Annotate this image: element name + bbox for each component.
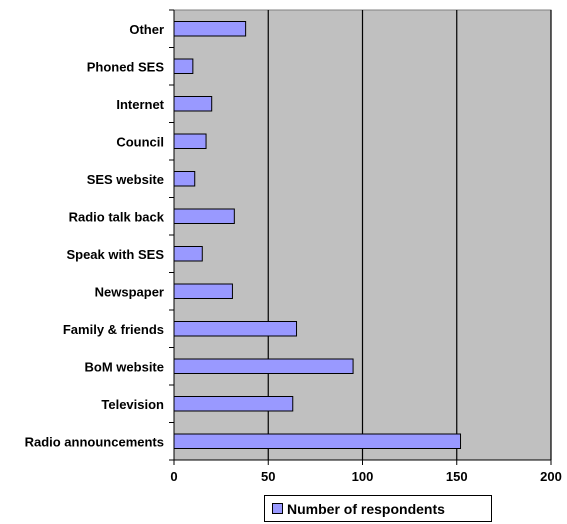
category-labels: Other Phoned SES Internet Council SES websit…	[25, 22, 165, 450]
category-label: Television	[101, 397, 164, 412]
category-label: Radio talk back	[69, 209, 165, 224]
x-tick-label: 0	[170, 469, 177, 484]
category-label: Radio announcements	[25, 434, 164, 449]
bar	[173, 21, 247, 37]
category-label: Speak with SES	[66, 247, 164, 262]
bars-group	[173, 21, 462, 449]
bar	[173, 208, 235, 224]
bar	[173, 246, 203, 262]
category-label: BoM website	[85, 359, 164, 374]
category-label: Family & friends	[63, 322, 164, 337]
bar	[173, 321, 298, 337]
bar	[173, 433, 462, 449]
bar	[173, 133, 207, 149]
x-tick-labels: 0 50 100 150 200	[170, 469, 561, 484]
bar	[173, 396, 294, 412]
category-label: Council	[116, 134, 164, 149]
bar	[173, 96, 213, 112]
legend-label: Number of respondents	[287, 500, 445, 517]
category-label: Other	[129, 22, 164, 37]
legend: Number of respondents	[264, 495, 492, 522]
bar	[173, 58, 194, 74]
category-label: Phoned SES	[87, 59, 165, 74]
category-label: SES website	[87, 172, 164, 187]
category-label: Internet	[116, 97, 164, 112]
gridlines	[267, 10, 552, 460]
legend-swatch	[272, 503, 283, 514]
axes-group	[169, 9, 552, 465]
x-tick-label: 200	[540, 469, 562, 484]
x-tick-label: 50	[261, 469, 275, 484]
bar	[173, 171, 196, 187]
bar	[173, 283, 233, 299]
category-label: Newspaper	[95, 284, 164, 299]
x-tick-label: 100	[352, 469, 374, 484]
bar	[173, 358, 354, 374]
x-tick-label: 150	[446, 469, 468, 484]
